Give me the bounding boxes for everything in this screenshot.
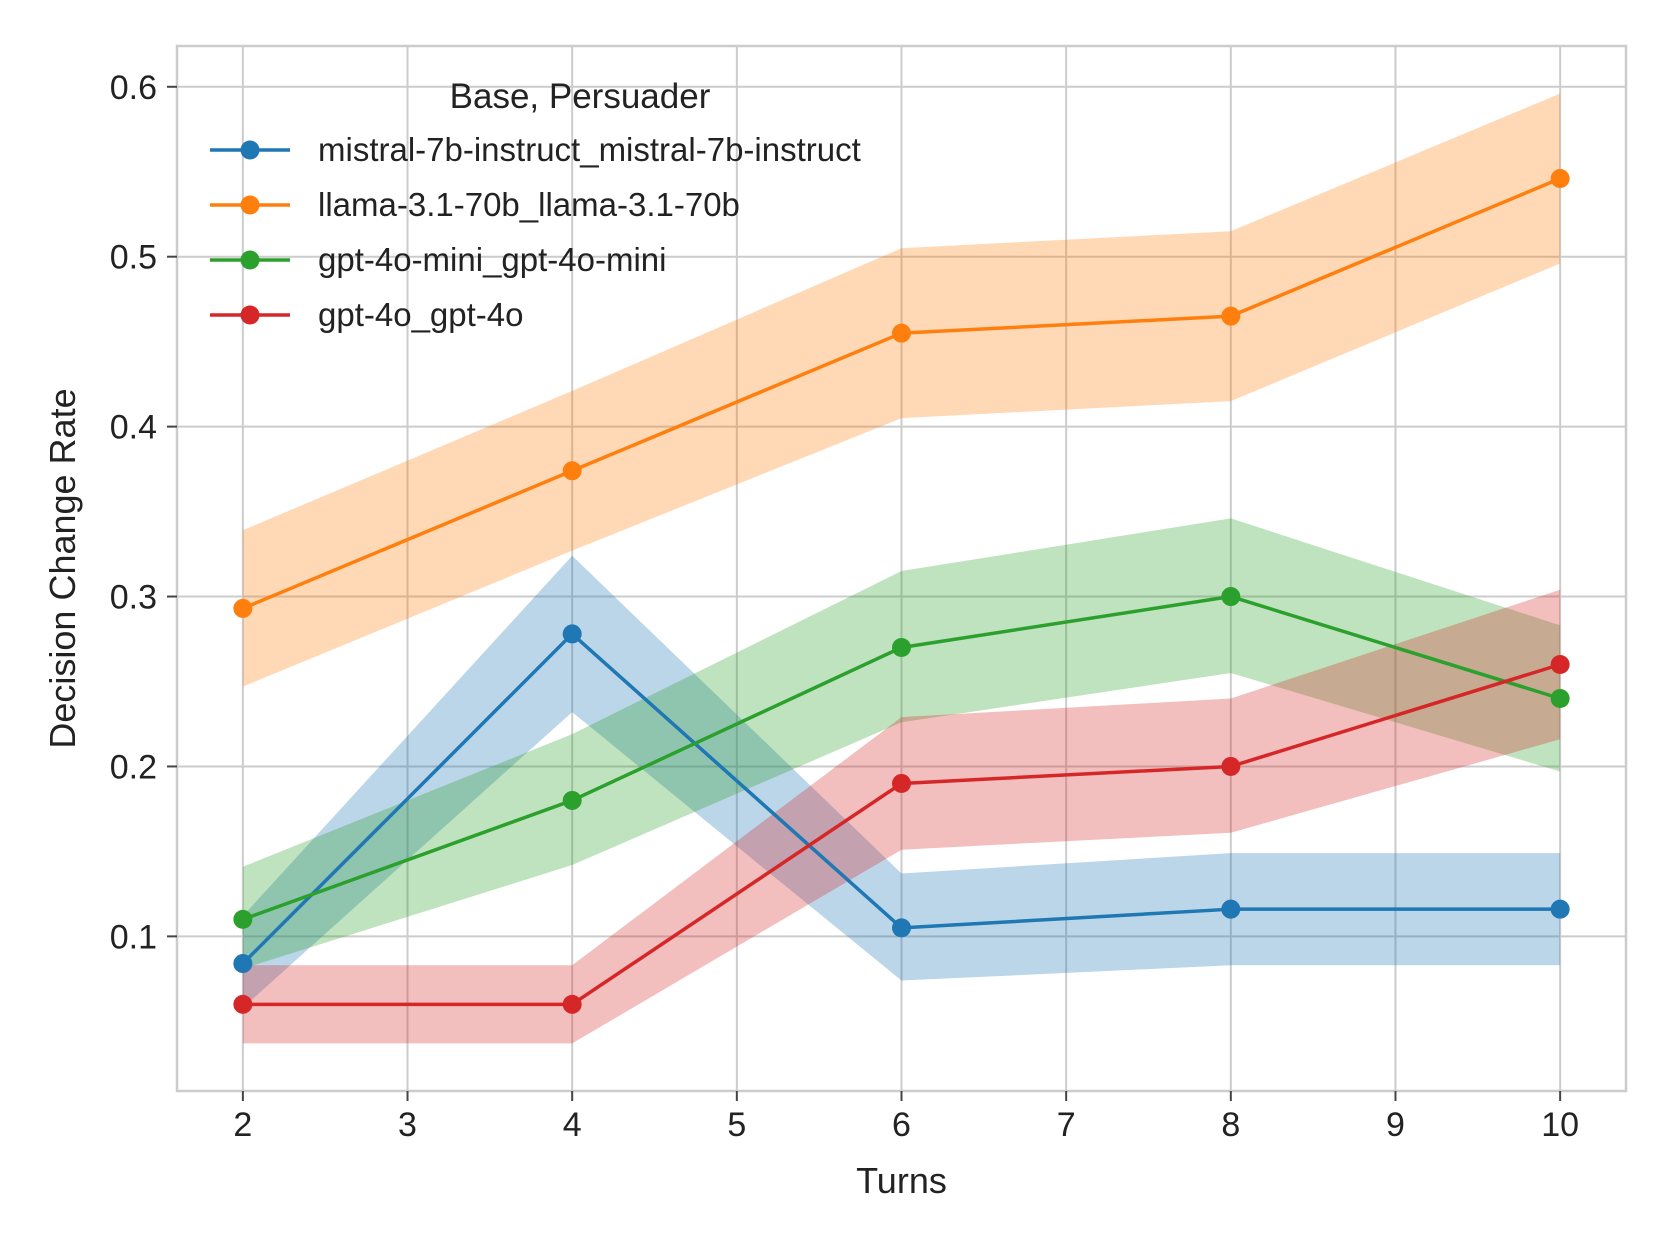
legend-item-llama-3-1-70b-llama-3-1-70b: llama-3.1-70b_llama-3.1-70b (210, 186, 740, 223)
point-gpt-4o-gpt-4o (1221, 756, 1241, 776)
point-gpt-4o-gpt-4o (1550, 655, 1570, 675)
x-tick-label: 5 (727, 1106, 746, 1144)
point-mistral-7b-instruct-mistral-7b-instruct (1550, 899, 1570, 919)
x-tick-label: 10 (1541, 1106, 1579, 1144)
band-mistral-7b-instruct-mistral-7b-instruct (242, 555, 1561, 1008)
y-tick-label: 0.5 (110, 239, 157, 277)
legend-marker (240, 250, 260, 270)
point-gpt-4o-mini-gpt-4o-mini (233, 909, 253, 929)
y-tick-label: 0.4 (110, 409, 157, 447)
y-tick-label: 0.1 (110, 918, 157, 956)
y-tick-label: 0.3 (110, 579, 157, 617)
x-axis-label: Turns (856, 1160, 947, 1201)
band-llama-3-1-70b-llama-3-1-70b (242, 93, 1561, 687)
grid (177, 46, 1626, 1091)
legend-label: mistral-7b-instruct_mistral-7b-instruct (318, 131, 861, 168)
x-tick-label: 9 (1386, 1106, 1405, 1144)
legend-label: gpt-4o_gpt-4o (318, 296, 524, 333)
point-mistral-7b-instruct-mistral-7b-instruct (1221, 899, 1241, 919)
x-tick-label: 3 (398, 1106, 417, 1144)
legend-marker (240, 305, 260, 325)
point-gpt-4o-mini-gpt-4o-mini (562, 790, 582, 810)
point-gpt-4o-mini-gpt-4o-mini (892, 638, 911, 658)
x-tick-label: 4 (563, 1106, 582, 1144)
legend-marker (240, 195, 260, 215)
legend-item-gpt-4o-mini-gpt-4o-mini: gpt-4o-mini_gpt-4o-mini (210, 241, 666, 278)
point-mistral-7b-instruct-mistral-7b-instruct (892, 918, 911, 938)
band-gpt-4o-mini-gpt-4o-mini (242, 518, 1561, 969)
band-gpt-4o-gpt-4o (242, 589, 1561, 1044)
x-tick-label: 6 (892, 1106, 911, 1144)
x-tick-label: 7 (1057, 1106, 1076, 1144)
axis-ticks: 2 3 4 5 6 7 8 9 10 0.1 0.2 0.3 0.4 0.5 0.6 (110, 69, 1579, 1144)
legend-title: Base, Persuader (450, 77, 711, 116)
legend: Base, Persuader mistral-7b-instruct_mist… (210, 77, 861, 333)
point-gpt-4o-mini-gpt-4o-mini (1550, 688, 1570, 708)
y-axis-label: Decision Change Rate (42, 388, 83, 748)
legend-item-gpt-4o-gpt-4o: gpt-4o_gpt-4o (210, 296, 524, 333)
legend-label: gpt-4o-mini_gpt-4o-mini (318, 241, 666, 278)
point-gpt-4o-gpt-4o (562, 994, 582, 1014)
series-markers (233, 169, 1570, 1014)
point-gpt-4o-gpt-4o (892, 773, 911, 793)
legend-marker (240, 140, 260, 160)
point-llama-3-1-70b-llama-3-1-70b (892, 323, 911, 343)
point-gpt-4o-gpt-4o (233, 994, 253, 1014)
point-llama-3-1-70b-llama-3-1-70b (1221, 306, 1241, 326)
x-tick-label: 8 (1221, 1106, 1240, 1144)
x-tick-label: 2 (233, 1106, 252, 1144)
point-llama-3-1-70b-llama-3-1-70b (1550, 169, 1570, 189)
legend-item-mistral-7b-instruct-mistral-7b-instruct: mistral-7b-instruct_mistral-7b-instruct (210, 131, 861, 168)
y-tick-label: 0.6 (110, 69, 157, 107)
point-mistral-7b-instruct-mistral-7b-instruct (233, 954, 253, 974)
point-llama-3-1-70b-llama-3-1-70b (233, 598, 253, 618)
y-tick-label: 0.2 (110, 748, 157, 786)
legend-label: llama-3.1-70b_llama-3.1-70b (318, 186, 740, 223)
point-gpt-4o-mini-gpt-4o-mini (1221, 587, 1241, 607)
point-llama-3-1-70b-llama-3-1-70b (562, 461, 582, 481)
confidence-bands (242, 93, 1561, 1044)
point-mistral-7b-instruct-mistral-7b-instruct (562, 624, 582, 644)
